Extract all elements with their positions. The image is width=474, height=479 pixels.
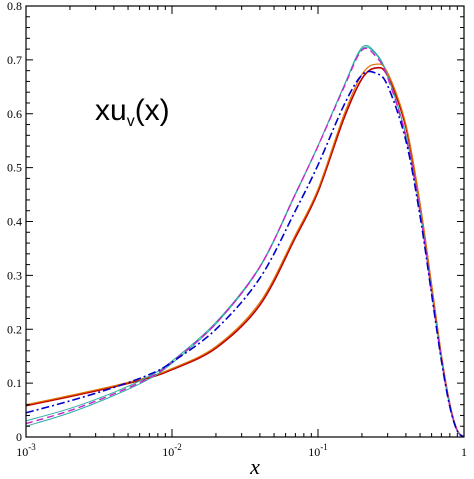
x-tick-base: 10 [162, 445, 174, 459]
plot-annotation: xuv(x) [95, 94, 170, 130]
series-line [25, 63, 465, 438]
x-tick-base: 10 [308, 445, 320, 459]
annotation-subscript: v [127, 113, 135, 130]
y-tick-label: 0.8 [7, 0, 22, 13]
x-tick-exponent: -2 [174, 442, 182, 452]
y-tick-label: 0.6 [7, 107, 22, 121]
x-tick-label: 10-1 [308, 442, 328, 459]
axis-ticks [25, 5, 465, 438]
series-line [25, 70, 465, 438]
x-tick-exponent: -1 [320, 442, 328, 452]
y-tick-label: 0.2 [7, 322, 22, 336]
x-axis-title: x [249, 454, 260, 479]
y-tick-label: 0.1 [7, 376, 22, 390]
y-tick-label: 0.7 [7, 53, 22, 67]
annotation-tail: (x) [135, 94, 170, 127]
x-tick-exponent: -3 [28, 442, 36, 452]
series-line [25, 66, 465, 438]
series-line [25, 44, 465, 438]
y-tick-label: 0 [16, 430, 22, 444]
y-tick-label: 0.4 [7, 215, 22, 229]
x-tick-label: 1 [461, 445, 467, 459]
x-tick-base: 10 [16, 445, 28, 459]
x-tick-base: 1 [461, 445, 467, 459]
y-tick-label: 0.5 [7, 161, 22, 175]
series-line [25, 47, 465, 438]
y-tick-label: 0.3 [7, 268, 22, 282]
x-tick-label: 10-2 [162, 442, 182, 459]
x-tick-label: 10-3 [16, 442, 36, 459]
tick-labels: 00.10.20.30.40.50.60.70.810-3 10-2 10-1 1 [7, 0, 467, 459]
annotation-main: xu [95, 94, 127, 127]
plot-frame [25, 5, 465, 438]
plot-curves [25, 44, 465, 438]
